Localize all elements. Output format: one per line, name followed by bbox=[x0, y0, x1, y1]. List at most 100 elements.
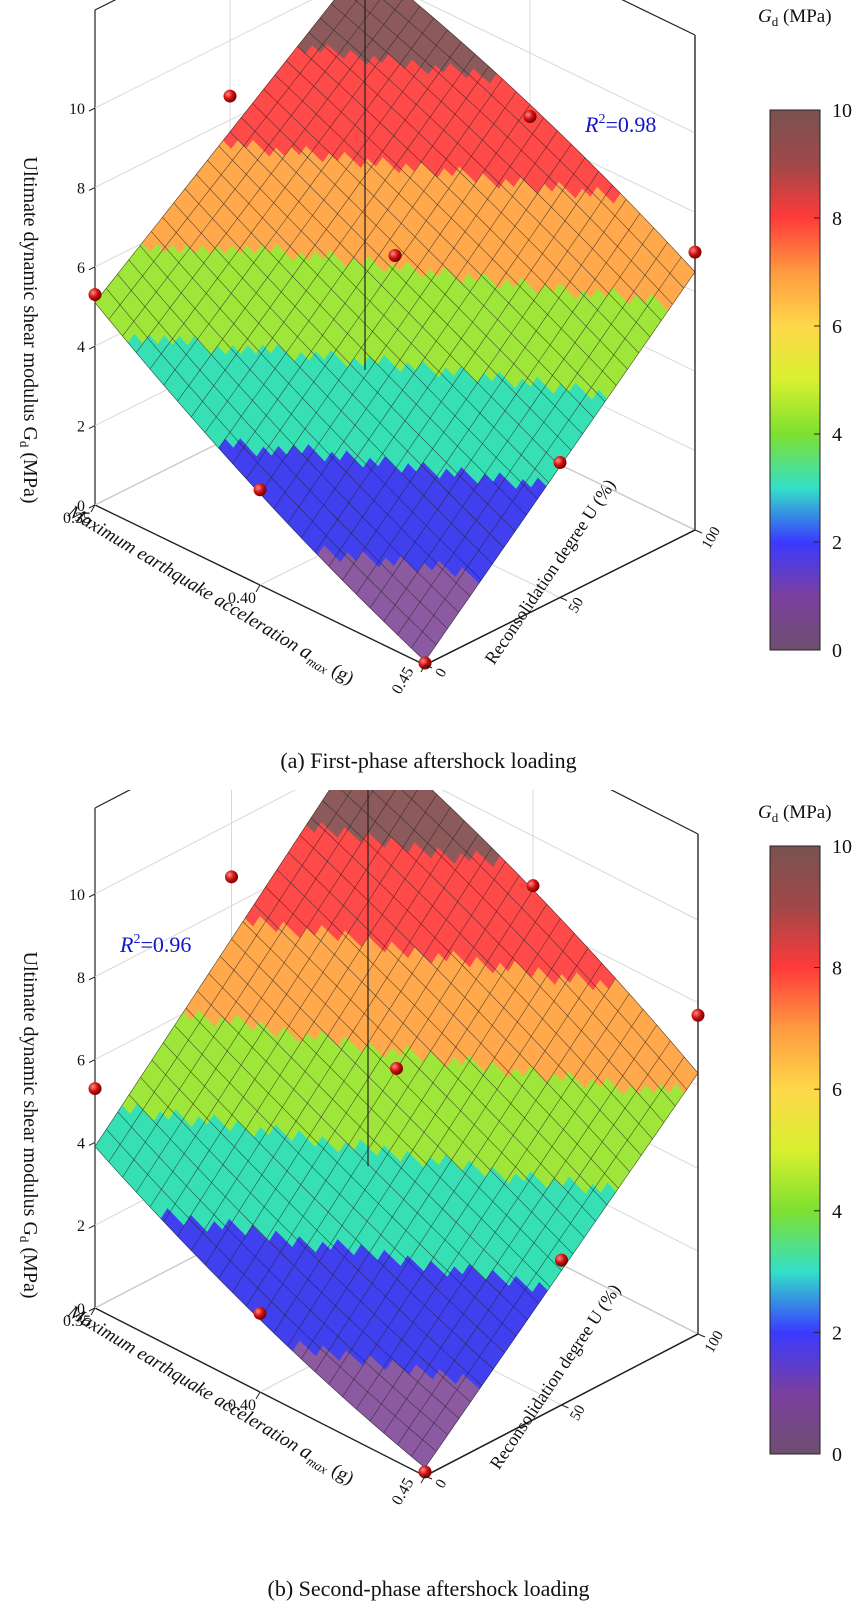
y-tick bbox=[561, 1404, 569, 1409]
surface-mesh-line bbox=[371, 790, 676, 1107]
x-tick bbox=[90, 504, 96, 513]
colorbar-tick-label: 10 bbox=[832, 100, 852, 122]
surface-mesh-line bbox=[383, 0, 684, 289]
z-tick bbox=[88, 345, 96, 350]
colorbar-title: Gd (MPa) bbox=[758, 6, 832, 29]
top-edge bbox=[621, 0, 696, 36]
z-tick bbox=[88, 1224, 96, 1229]
data-point bbox=[691, 1008, 705, 1022]
colorbar-tick-label: 8 bbox=[832, 208, 842, 230]
surface-mesh-line bbox=[424, 1073, 699, 1468]
data-points-b bbox=[88, 870, 705, 1479]
data-point bbox=[555, 1253, 568, 1267]
colorbar-tick-label: 10 bbox=[832, 836, 852, 858]
y-tick bbox=[694, 529, 703, 534]
r-squared-annotation: R2=0.98 bbox=[584, 112, 656, 137]
z-tick-label: 0 bbox=[77, 498, 85, 515]
z-tick-label: 6 bbox=[77, 260, 85, 277]
surface-mesh-line bbox=[397, 1040, 671, 1445]
y-tick bbox=[697, 1333, 706, 1338]
y-tick-label: 50 bbox=[566, 595, 587, 616]
data-point bbox=[225, 870, 238, 884]
z-tick-label: 8 bbox=[77, 970, 85, 987]
colorbar-tick-label: 2 bbox=[832, 1322, 842, 1344]
surface-mesh-line bbox=[340, 790, 665, 1123]
colorbar-gradient bbox=[769, 845, 821, 1455]
z-axis-title: Ultimate dynamic shear modulus Gd (MPa) bbox=[17, 952, 41, 1299]
x-tick bbox=[420, 664, 426, 673]
data-points-a bbox=[88, 89, 702, 670]
z-tick bbox=[88, 1059, 96, 1064]
data-point bbox=[688, 245, 702, 259]
y-tick bbox=[424, 664, 433, 669]
surface-patch bbox=[377, 790, 383, 794]
data-point bbox=[253, 483, 267, 497]
surface-mesh-line bbox=[354, 0, 673, 305]
z-tick bbox=[88, 893, 96, 898]
data-point bbox=[388, 248, 402, 262]
surface-a bbox=[94, 0, 696, 662]
x-tick-label: 0.35 bbox=[63, 1313, 91, 1330]
surface-patch bbox=[394, 0, 403, 5]
z-tick-label: 8 bbox=[77, 180, 85, 197]
z-ticks-a: 0 2 4 6 8 10 bbox=[69, 101, 96, 515]
data-point bbox=[553, 456, 567, 470]
z-tick bbox=[88, 107, 96, 112]
data-point bbox=[523, 110, 537, 124]
top-edge bbox=[610, 790, 699, 835]
z-tick-label: 2 bbox=[77, 1218, 85, 1235]
x-tick-label: 0.40 bbox=[228, 1397, 256, 1414]
data-point bbox=[526, 879, 540, 893]
z-tick bbox=[88, 504, 96, 509]
x-tick bbox=[255, 1391, 261, 1400]
z-tick bbox=[88, 266, 96, 271]
data-point bbox=[253, 1306, 267, 1320]
data-point bbox=[418, 1465, 432, 1479]
surface-mesh-line bbox=[383, 1024, 657, 1434]
surface-mesh-line bbox=[411, 1056, 685, 1457]
chart-panel-a: 0 2 4 6 8 10 0.35 0.40 0.45 0 50 100 Ultimate dynami… bbox=[0, 0, 857, 790]
colorbar-tick-label: 4 bbox=[832, 1201, 842, 1223]
x-tick bbox=[255, 584, 261, 593]
surface-patch bbox=[395, 790, 410, 798]
y-tick bbox=[424, 1475, 433, 1480]
surface-patch bbox=[343, 0, 349, 3]
surface-mesh-line bbox=[319, 17, 651, 337]
z-tick-label: 10 bbox=[69, 887, 85, 904]
z-tick bbox=[88, 186, 96, 191]
surface-mesh-line bbox=[322, 800, 653, 1140]
y-tick-label: 0 bbox=[433, 1477, 451, 1491]
surface-mesh-line bbox=[412, 0, 696, 273]
z-tick-label: 0 bbox=[77, 1301, 85, 1318]
z-tick-label: 6 bbox=[77, 1053, 85, 1070]
surface-mesh-line bbox=[331, 3, 662, 321]
x-tick-label: 0.40 bbox=[228, 590, 256, 607]
colorbar-tick-label: 6 bbox=[832, 316, 842, 338]
z-tick bbox=[88, 1307, 96, 1312]
data-point bbox=[418, 656, 432, 670]
colorbar-gradient bbox=[769, 109, 821, 651]
x-tick bbox=[90, 1307, 96, 1316]
z-tick bbox=[88, 976, 96, 981]
colorbar-tick-label: 4 bbox=[832, 424, 842, 446]
colorbar-tick-label: 6 bbox=[832, 1079, 842, 1101]
z-tick-label: 4 bbox=[77, 339, 85, 356]
z-tick bbox=[88, 425, 96, 430]
z-gridline bbox=[94, 790, 699, 921]
surface-b bbox=[94, 790, 699, 1469]
surface-patch bbox=[359, 790, 370, 797]
colorbar-tick-label: 0 bbox=[832, 1444, 842, 1466]
surface-patch bbox=[377, 0, 390, 7]
data-point bbox=[390, 1061, 403, 1075]
colorbar-tick-label: 2 bbox=[832, 532, 842, 554]
surface-mesh-line bbox=[397, 242, 668, 635]
z-axis-title: Ultimate dynamic shear modulus Gd (MPa) bbox=[17, 157, 41, 504]
z-tick-label: 4 bbox=[77, 1135, 85, 1152]
y-tick-label: 0 bbox=[433, 666, 451, 680]
colorbar-tick-label: 0 bbox=[832, 640, 842, 662]
colorbar-a: 10 8 6 4 2 0 Gd (MPa) bbox=[758, 6, 852, 662]
r-squared-annotation: R2=0.96 bbox=[119, 932, 191, 957]
data-point bbox=[88, 288, 102, 302]
